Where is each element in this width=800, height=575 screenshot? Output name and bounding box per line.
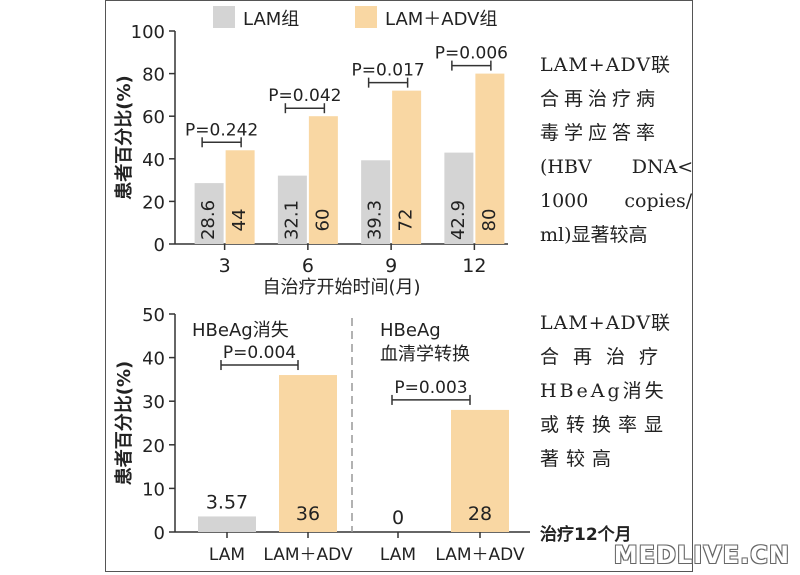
y-tick-label: 0: [154, 235, 165, 256]
top-side-note-line: LAM+ADV联: [540, 54, 672, 76]
y-tick-label: 100: [131, 22, 165, 43]
group-title: HBeAg消失: [192, 320, 289, 341]
bar: [277, 175, 307, 244]
bar-value-label: 28: [468, 503, 492, 525]
bottom-side-note-line: 著较高: [540, 448, 619, 470]
x-tick-label: 12: [462, 255, 486, 277]
bar-value-label: 60: [312, 209, 333, 232]
bar: [475, 73, 505, 244]
x-tick-label: LAM＋ADV: [263, 545, 353, 565]
bar-value-label: 36: [296, 503, 320, 525]
bar-value-label: 0: [392, 507, 404, 529]
bar-value-label: 32.1: [281, 200, 302, 240]
bar: [194, 183, 224, 244]
p-value-label: P=0.004: [223, 343, 296, 363]
bar-value-label: 39.3: [365, 200, 386, 240]
bar-value-label: 28.6: [198, 200, 219, 240]
bar: [444, 152, 474, 244]
y-tick-label: 40: [142, 150, 165, 171]
bar-value-label: 80: [479, 209, 500, 232]
top-side-note-line: (HBV DNA<: [540, 156, 694, 178]
figure-frame: [105, 0, 693, 572]
x-tick-label: 9: [385, 255, 397, 277]
y-tick-label: 40: [142, 349, 165, 370]
bottom-side-note-line: 合再治疗: [540, 346, 673, 368]
y-tick-label: 50: [142, 305, 165, 326]
x-tick-label: LAM: [380, 545, 416, 565]
y-axis-title: 患者百分比(%): [114, 75, 135, 200]
bottom-side-note-line: LAM+ADV联: [540, 312, 672, 334]
bar: [308, 116, 338, 244]
x-tick-label: LAM: [209, 545, 245, 565]
y-tick-label: 20: [142, 192, 165, 213]
y-axis-title: 患者百分比(%): [114, 361, 135, 486]
legend-label: LAM组: [243, 9, 299, 30]
footnote: 治疗12个月: [540, 525, 632, 545]
top-side-note-line: 毒学应答率: [540, 122, 661, 144]
legend-swatch: [355, 6, 377, 28]
bar: [451, 409, 509, 532]
x-axis-title: 自治疗开始时间(月): [262, 277, 420, 298]
y-tick-label: 10: [142, 479, 165, 500]
legend-label: LAM＋ADV组: [385, 9, 497, 30]
bottom-side-note-line: HBeAg消失: [540, 380, 667, 402]
p-value-label: P=0.006: [435, 44, 508, 64]
group-title: HBeAg: [380, 320, 441, 341]
bottom-side-note-line: 或转换率显: [540, 414, 671, 436]
bar-value-label: 44: [229, 209, 250, 232]
p-value-label: P=0.003: [394, 378, 467, 398]
x-tick-label: 3: [219, 255, 231, 277]
y-tick-label: 0: [154, 523, 165, 544]
p-value-label: P=0.242: [185, 120, 258, 140]
y-tick-label: 20: [142, 436, 165, 457]
top-side-note: LAM+ADV联 合再治疗病 毒学应答率 (HBV DNA< 1000 copi…: [540, 48, 693, 252]
top-side-note-line: 1000 copies/: [540, 190, 693, 212]
y-tick-label: 80: [142, 65, 165, 86]
y-tick-label: 30: [142, 392, 165, 413]
x-tick-label: 6: [302, 255, 314, 277]
bar: [198, 516, 256, 532]
top-side-note-line: 合再治疗病: [540, 88, 661, 110]
watermark: MEDLIVE.CN: [613, 541, 790, 569]
p-value-label: P=0.042: [268, 86, 341, 106]
top-side-note-line: ml)显著较高: [540, 224, 648, 246]
y-tick-label: 60: [142, 107, 165, 128]
bottom-side-note: LAM+ADV联 合再治疗 HBeAg消失 或转换率显 著较高: [540, 306, 672, 476]
bar: [225, 150, 255, 244]
bar: [361, 160, 391, 244]
group-title: 血清学转换: [380, 344, 470, 365]
bar: [279, 375, 337, 532]
bar-value-label: 3.57: [206, 491, 248, 513]
p-value-label: P=0.017: [352, 61, 425, 81]
bar: [392, 90, 422, 244]
legend-swatch: [213, 6, 235, 28]
bar-value-label: 72: [396, 209, 417, 232]
x-tick-label: LAM＋ADV: [435, 545, 525, 565]
bar-value-label: 42.9: [448, 200, 469, 240]
